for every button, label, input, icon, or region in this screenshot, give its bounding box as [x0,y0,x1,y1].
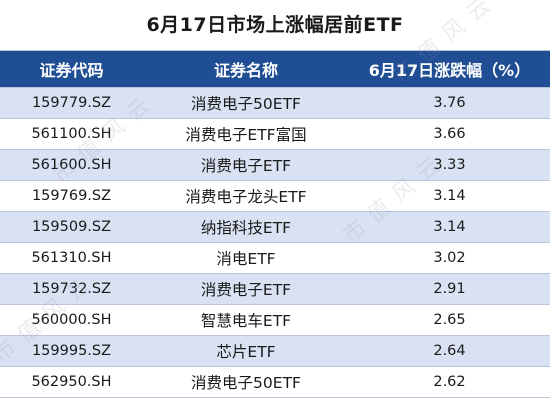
table-row: 159732.SZ 消费电子ETF 2.91 [0,273,550,305]
cell-code: 159995.SZ [0,335,143,367]
table-row: 560000.SH 智慧电车ETF 2.65 [0,304,550,336]
cell-name: 消电ETF [143,242,349,274]
table-row: 159779.SZ 消费电子50ETF 3.76 [0,87,550,119]
cell-name: 芯片ETF [143,335,349,367]
header-name: 证券名称 [143,50,349,88]
cell-code: 159779.SZ [0,87,143,119]
header-change: 6月17日涨跌幅（%） [349,50,550,88]
cell-code: 159732.SZ [0,273,143,305]
cell-change: 3.02 [349,242,550,274]
cell-change: 3.33 [349,149,550,181]
cell-name: 纳指科技ETF [143,211,349,243]
cell-code: 159509.SZ [0,211,143,243]
header-code: 证券代码 [0,50,143,88]
cell-name: 消费电子龙头ETF [143,180,349,212]
table-row: 561310.SH 消电ETF 3.02 [0,242,550,274]
cell-change: 2.91 [349,273,550,305]
cell-change: 2.65 [349,304,550,336]
cell-code: 562950.SH [0,366,143,398]
cell-name: 智慧电车ETF [143,304,349,336]
cell-change: 3.76 [349,87,550,119]
cell-change: 2.64 [349,335,550,367]
cell-name: 消费电子50ETF [143,87,349,119]
table-row: 561600.SH 消费电子ETF 3.33 [0,149,550,181]
cell-change: 3.14 [349,211,550,243]
cell-name: 消费电子ETF [143,273,349,305]
cell-name: 消费电子ETF富国 [143,118,349,150]
cell-code: 561600.SH [0,149,143,181]
cell-code: 560000.SH [0,304,143,336]
cell-name: 消费电子50ETF [143,366,349,398]
cell-change: 3.14 [349,180,550,212]
cell-change: 2.62 [349,366,550,398]
table-row: 561100.SH 消费电子ETF富国 3.66 [0,118,550,150]
table-row: 159995.SZ 芯片ETF 2.64 [0,335,550,367]
cell-name: 消费电子ETF [143,149,349,181]
table-header-row: 证券代码 证券名称 6月17日涨跌幅（%） [0,50,550,88]
cell-code: 561310.SH [0,242,143,274]
cell-code: 561100.SH [0,118,143,150]
page-title: 6月17日市场上涨幅居前ETF [146,14,404,36]
cell-code: 159769.SZ [0,180,143,212]
table-row: 562950.SH 消费电子50ETF 2.62 [0,366,550,398]
cell-change: 3.66 [349,118,550,150]
table-row: 159769.SZ 消费电子龙头ETF 3.14 [0,180,550,212]
table-row: 159509.SZ 纳指科技ETF 3.14 [0,211,550,243]
etf-table: 证券代码 证券名称 6月17日涨跌幅（%） 159779.SZ 消费电子50ET… [0,50,550,398]
